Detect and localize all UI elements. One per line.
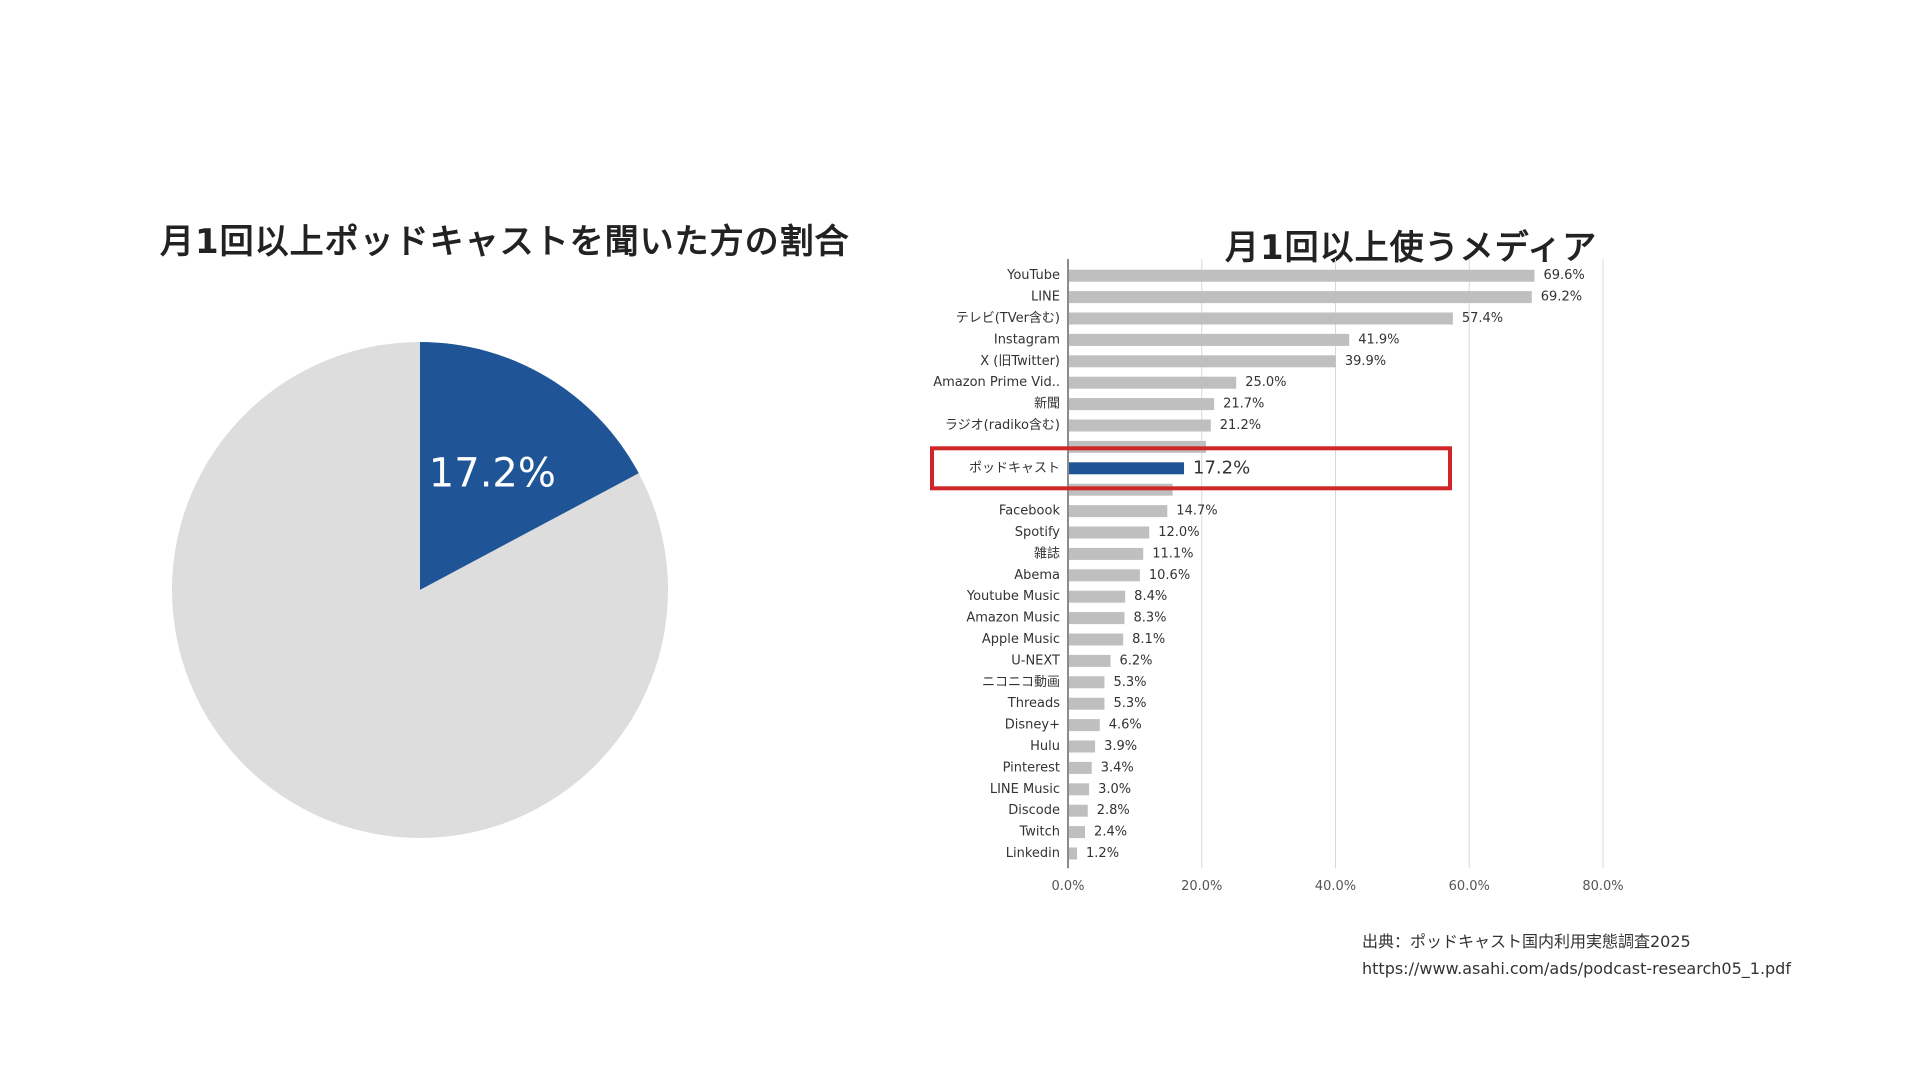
bar: [1069, 783, 1090, 796]
pie-slice: [420, 342, 639, 590]
category-label: X (旧Twitter): [980, 354, 1060, 369]
value-label: 57.4%: [1462, 311, 1503, 326]
bar: [1069, 676, 1105, 689]
value-label: 14.7%: [1176, 504, 1217, 519]
category-label: Abema: [1014, 568, 1060, 583]
category-label: Instagram: [994, 332, 1060, 347]
bar: [1069, 612, 1125, 625]
category-label: Twitch: [1018, 825, 1060, 840]
x-tick-label: 40.0%: [1315, 879, 1356, 894]
bar: [1069, 376, 1237, 389]
value-label: 11.1%: [1152, 546, 1193, 561]
bar: [1069, 419, 1211, 432]
source-note: 出典：ポッドキャスト国内利用実態調査2025 https://www.asahi…: [1362, 928, 1791, 982]
value-label: 5.3%: [1113, 696, 1146, 711]
bar: [1069, 719, 1100, 732]
bar-chart: 0.0% 20.0% 40.0% 60.0% 80.0% YouTube 69.6% LINE…: [930, 259, 1624, 894]
pie-chart: 17.2%: [171, 342, 669, 838]
value-label: 39.9%: [1345, 354, 1386, 369]
category-label: YouTube: [1006, 268, 1060, 283]
pie-slice: [171, 342, 669, 838]
bar: [1069, 547, 1144, 560]
category-label: Apple Music: [982, 632, 1060, 647]
value-label: 17.2%: [1193, 457, 1250, 478]
value-label: 8.1%: [1132, 632, 1165, 647]
bar: [1069, 590, 1126, 603]
value-label: 41.9%: [1358, 332, 1399, 347]
bar: [1069, 526, 1150, 539]
value-label: 3.4%: [1101, 760, 1134, 775]
category-label: 雑誌: [1034, 545, 1060, 561]
bar: [1069, 826, 1086, 839]
value-label: 21.7%: [1223, 397, 1264, 412]
value-label: 69.6%: [1543, 268, 1584, 283]
category-label: ニコニコ動画: [982, 675, 1060, 690]
pie-chart-title: 月1回以上ポッドキャストを聞いた方の割合: [160, 222, 850, 262]
value-label: 69.2%: [1541, 290, 1582, 305]
value-label: 3.0%: [1098, 782, 1131, 797]
value-label: 21.2%: [1220, 418, 1261, 433]
category-label: テレビ(TVer含む): [956, 310, 1060, 326]
bar-chart-title: 月1回以上使うメディア: [1225, 228, 1598, 268]
category-label: U-NEXT: [1011, 653, 1060, 668]
bar: [1069, 398, 1215, 411]
bar: [1069, 804, 1088, 817]
highlight-box: [930, 446, 1452, 491]
bar: [1069, 697, 1105, 710]
value-label: 6.2%: [1119, 653, 1152, 668]
bar: [1069, 633, 1124, 646]
x-tick-label: 80.0%: [1582, 879, 1623, 894]
bar: [1069, 312, 1453, 325]
category-label: LINE Music: [990, 782, 1060, 797]
bar: [1069, 740, 1096, 753]
x-tick-label: 20.0%: [1181, 879, 1222, 894]
category-label: Amazon Prime Vid..: [933, 375, 1060, 390]
bar: [1069, 847, 1078, 860]
value-label: 1.2%: [1086, 846, 1119, 861]
bar: [1069, 355, 1336, 368]
category-label: Spotify: [1015, 525, 1061, 540]
value-label: 5.3%: [1113, 675, 1146, 690]
value-label: 2.4%: [1094, 825, 1127, 840]
category-label: Facebook: [999, 504, 1061, 519]
category-label: LINE: [1031, 290, 1060, 305]
source-label: 出典：ポッドキャスト国内利用実態調査2025: [1362, 932, 1691, 951]
bar-highlight: [1069, 462, 1185, 475]
bar: [1069, 654, 1111, 667]
category-label: ラジオ(radiko含む): [945, 417, 1060, 433]
bar: [1069, 333, 1350, 346]
category-label: Disney+: [1005, 718, 1060, 733]
value-label: 8.4%: [1134, 589, 1167, 604]
value-label: 4.6%: [1109, 718, 1142, 733]
bar: [1069, 269, 1535, 282]
category-label: Hulu: [1030, 739, 1060, 754]
x-tick-label: 60.0%: [1449, 879, 1490, 894]
value-label: 12.0%: [1158, 525, 1199, 540]
x-tick-label: 0.0%: [1051, 879, 1084, 894]
category-label: Pinterest: [1003, 760, 1060, 775]
category-label: Youtube Music: [966, 589, 1060, 604]
category-label: 新聞: [1034, 396, 1060, 412]
value-label: 3.9%: [1104, 739, 1137, 754]
bar: [1069, 761, 1092, 774]
pie-slice-label: 17.2%: [429, 450, 556, 496]
category-label: Threads: [1007, 696, 1060, 711]
bar: [1069, 291, 1532, 304]
value-label: 2.8%: [1097, 803, 1130, 818]
category-label: ポッドキャスト: [969, 461, 1060, 476]
bar: [1069, 505, 1168, 518]
category-label: Amazon Music: [966, 611, 1060, 626]
source-url: https://www.asahi.com/ads/podcast-resear…: [1362, 959, 1791, 978]
bar: [1069, 569, 1140, 582]
value-label: 25.0%: [1245, 375, 1286, 390]
value-label: 8.3%: [1134, 611, 1167, 626]
category-label: Discode: [1008, 803, 1060, 818]
category-label: Linkedin: [1006, 846, 1060, 861]
value-label: 10.6%: [1149, 568, 1190, 583]
